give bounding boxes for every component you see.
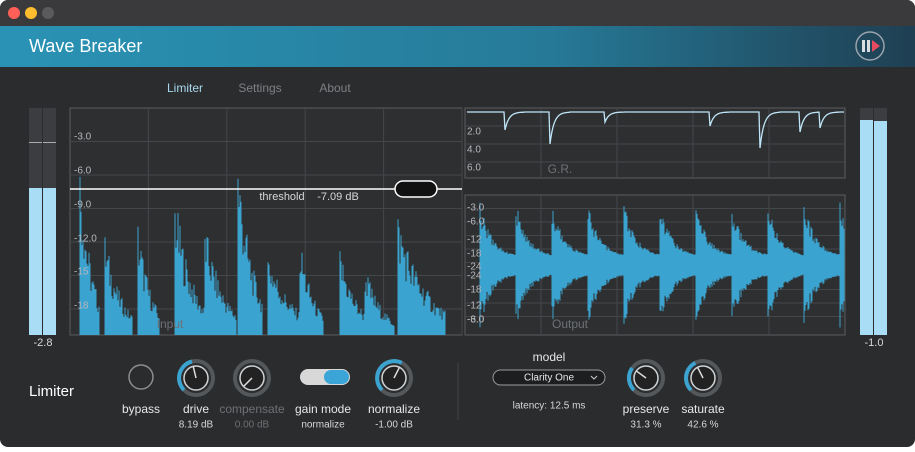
logo-button[interactable] xyxy=(855,31,885,61)
logo-bar xyxy=(862,40,865,52)
bypass-button[interactable] xyxy=(128,364,154,390)
header xyxy=(0,26,915,67)
tick-label: 2.0 xyxy=(467,127,481,138)
gr-curve xyxy=(467,111,844,149)
graph-label: Output xyxy=(552,317,589,331)
graph-label: G.R. xyxy=(548,162,573,176)
meter-peak xyxy=(43,142,56,143)
tick-label: -18 xyxy=(467,285,482,296)
section-title: Limiter xyxy=(29,383,74,400)
control-value: normalize xyxy=(301,420,345,431)
meter-peak xyxy=(29,142,42,143)
control-value: -1.00 dB xyxy=(375,420,413,431)
tick-label: 4.0 xyxy=(467,145,481,156)
knob-arc xyxy=(375,359,403,392)
control-value: 0.00 dB xyxy=(235,420,270,431)
tick-label: -15 xyxy=(74,267,89,278)
tick-label: -24 xyxy=(467,262,482,273)
tick-label: -6.0 xyxy=(74,166,92,177)
knob-pointer xyxy=(192,366,197,379)
meter-value: -2.8 xyxy=(34,337,53,349)
control-label: drive xyxy=(183,402,209,416)
logo-play xyxy=(872,40,880,52)
control-label: bypass xyxy=(122,402,160,416)
title-bar-fill xyxy=(0,18,915,26)
tick-label: -18 xyxy=(467,249,482,260)
knob-pointer xyxy=(696,366,704,379)
control-value: 8.19 dB xyxy=(179,420,214,431)
input-graph xyxy=(69,107,463,336)
knob-arc xyxy=(177,359,193,392)
model-dropdown[interactable] xyxy=(492,369,606,386)
meter-level xyxy=(860,120,873,335)
dropdown-arrow xyxy=(590,375,598,380)
tab[interactable]: About xyxy=(319,81,351,95)
toggle-thumb xyxy=(324,370,349,384)
tick-label: -12.0 xyxy=(74,234,97,245)
meter-level xyxy=(43,188,56,335)
tab[interactable]: Limiter xyxy=(167,81,203,95)
gr-graph xyxy=(464,107,846,179)
meter-level xyxy=(874,121,887,335)
tick-label: -3.0 xyxy=(74,132,92,143)
knob-arc xyxy=(684,361,697,392)
tick-label: 6.0 xyxy=(467,163,481,174)
model-label: model xyxy=(533,350,566,364)
app-title: Wave Breaker xyxy=(29,36,142,56)
control-value: 42.6 % xyxy=(687,420,718,431)
tick-label: -12 xyxy=(467,235,482,246)
meter-level xyxy=(29,188,42,335)
logo-bar xyxy=(867,40,870,52)
knob-pointer xyxy=(242,377,253,388)
latency: latency: 12.5 ms xyxy=(513,401,586,412)
tick-label: -3.0 xyxy=(467,315,485,326)
tick-label: -6.0 xyxy=(467,315,485,326)
tick-label: -24 xyxy=(467,271,482,282)
close-button[interactable] xyxy=(8,7,20,19)
model-value[interactable]: Clarity One xyxy=(524,373,574,384)
control-label: saturate xyxy=(681,402,725,416)
tick-label: -18 xyxy=(74,301,89,312)
control-label: preserve xyxy=(623,402,670,416)
knob-pointer xyxy=(635,370,647,379)
compensate-knob[interactable] xyxy=(233,359,271,397)
tick-label: -6.0 xyxy=(467,217,485,228)
tick-label: -3.0 xyxy=(467,203,485,214)
control-value: 31.3 % xyxy=(630,420,661,431)
tick-label: -9.0 xyxy=(74,200,92,211)
tab[interactable]: Settings xyxy=(238,81,281,95)
threshold-handle[interactable] xyxy=(394,180,438,198)
output-waveform xyxy=(479,202,845,328)
graph-label: Input xyxy=(157,317,184,331)
minimize-button[interactable] xyxy=(25,7,37,19)
knob-pointer xyxy=(393,366,401,379)
threshold-value: -7.09 dB xyxy=(317,191,359,203)
control-label: gain mode xyxy=(295,402,351,416)
threshold-label: threshold xyxy=(259,191,304,203)
zoom-button[interactable] xyxy=(42,7,54,19)
control-label: compensate xyxy=(219,402,285,416)
meter-value: -1.0 xyxy=(865,337,884,349)
control-label: normalize xyxy=(368,402,420,416)
tick-label: -12 xyxy=(467,301,482,312)
input-waveform xyxy=(79,176,446,335)
knob-arc xyxy=(626,366,636,392)
